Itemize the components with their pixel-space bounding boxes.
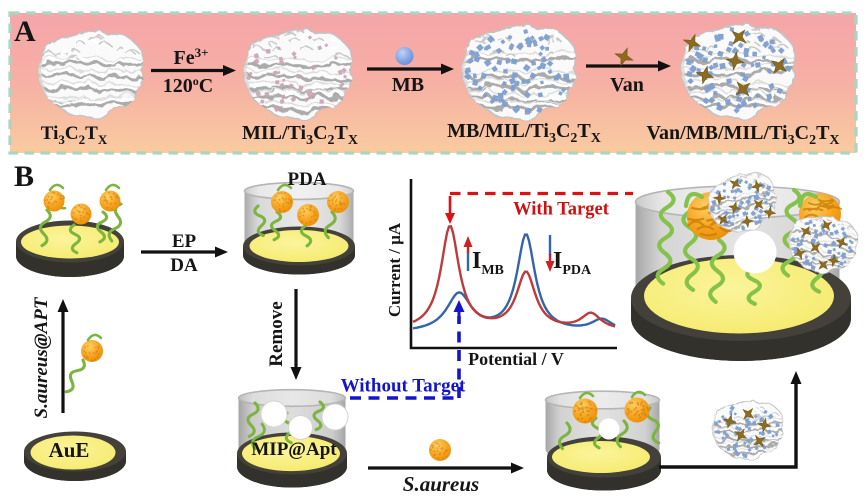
svg-text:S.aureus@APT: S.aureus@APT bbox=[31, 296, 52, 418]
svg-text:PDA: PDA bbox=[287, 169, 326, 190]
svg-text:Van/MB/MIL/Ti3C2TX: Van/MB/MIL/Ti3C2TX bbox=[646, 122, 839, 148]
svg-text:AuE: AuE bbox=[49, 438, 90, 462]
svg-text:Remove: Remove bbox=[266, 301, 287, 366]
svg-text:Van: Van bbox=[610, 74, 644, 96]
svg-text:With Target: With Target bbox=[513, 200, 610, 220]
svg-text:B: B bbox=[14, 160, 34, 193]
svg-text:A: A bbox=[14, 15, 36, 48]
svg-text:Ti3C2TX: Ti3C2TX bbox=[41, 123, 108, 147]
svg-text:Current / μA: Current / μA bbox=[385, 222, 404, 317]
svg-text:MIL/Ti3C2TX: MIL/Ti3C2TX bbox=[242, 122, 358, 148]
svg-text:Without Target: Without Target bbox=[341, 376, 466, 397]
svg-text:DA: DA bbox=[170, 255, 198, 276]
svg-text:MB: MB bbox=[392, 74, 424, 96]
svg-text:MIP@Apt: MIP@Apt bbox=[251, 439, 337, 460]
svg-text:Fe3+: Fe3+ bbox=[173, 45, 208, 69]
svg-text:120oC: 120oC bbox=[163, 74, 213, 97]
svg-text:S.aureus: S.aureus bbox=[403, 472, 479, 494]
svg-text:Potential / V: Potential / V bbox=[468, 349, 564, 369]
svg-text:EP: EP bbox=[172, 231, 197, 252]
